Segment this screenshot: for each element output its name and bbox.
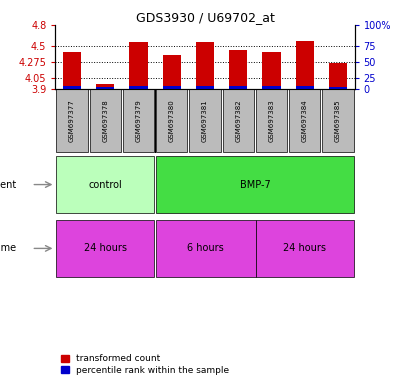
Bar <box>63 86 81 89</box>
FancyBboxPatch shape <box>156 89 187 152</box>
Text: GSM697385: GSM697385 <box>334 99 340 142</box>
Bar <box>196 42 213 89</box>
Text: time: time <box>0 243 16 253</box>
Bar <box>295 86 313 89</box>
Text: GSM697379: GSM697379 <box>135 99 141 142</box>
Bar <box>262 86 280 89</box>
Title: GDS3930 / U69702_at: GDS3930 / U69702_at <box>135 11 274 24</box>
Text: GSM697377: GSM697377 <box>69 99 75 142</box>
Text: agent: agent <box>0 180 16 190</box>
Legend: transformed count, percentile rank within the sample: transformed count, percentile rank withi… <box>60 354 229 376</box>
FancyBboxPatch shape <box>321 89 353 152</box>
Bar <box>295 41 313 89</box>
Bar <box>196 86 213 89</box>
FancyBboxPatch shape <box>255 89 286 152</box>
Bar <box>129 42 147 89</box>
FancyBboxPatch shape <box>56 220 154 277</box>
Text: control: control <box>88 180 122 190</box>
FancyBboxPatch shape <box>288 89 319 152</box>
Bar <box>129 86 147 89</box>
FancyBboxPatch shape <box>123 89 154 152</box>
FancyBboxPatch shape <box>222 89 253 152</box>
Bar <box>63 52 81 89</box>
FancyBboxPatch shape <box>156 220 255 277</box>
FancyBboxPatch shape <box>255 220 353 277</box>
Text: GSM697378: GSM697378 <box>102 99 108 142</box>
Bar <box>229 86 247 89</box>
Text: 24 hours: 24 hours <box>83 243 126 253</box>
Bar <box>229 50 247 89</box>
Bar <box>328 86 346 89</box>
Text: GSM697383: GSM697383 <box>268 99 274 142</box>
Text: 24 hours: 24 hours <box>283 243 326 253</box>
Bar <box>96 87 114 89</box>
Bar <box>162 55 180 89</box>
Text: GSM697382: GSM697382 <box>235 99 240 142</box>
Text: GSM697381: GSM697381 <box>202 99 207 142</box>
FancyBboxPatch shape <box>56 156 154 213</box>
Text: 6 hours: 6 hours <box>186 243 223 253</box>
FancyBboxPatch shape <box>56 89 88 152</box>
Bar <box>328 63 346 89</box>
Text: BMP-7: BMP-7 <box>239 180 270 190</box>
Bar <box>162 86 180 89</box>
Text: GSM697384: GSM697384 <box>301 99 307 142</box>
FancyBboxPatch shape <box>156 156 353 213</box>
Bar <box>262 52 280 89</box>
Bar <box>96 84 114 89</box>
Text: GSM697380: GSM697380 <box>169 99 174 142</box>
FancyBboxPatch shape <box>189 89 220 152</box>
FancyBboxPatch shape <box>90 89 121 152</box>
